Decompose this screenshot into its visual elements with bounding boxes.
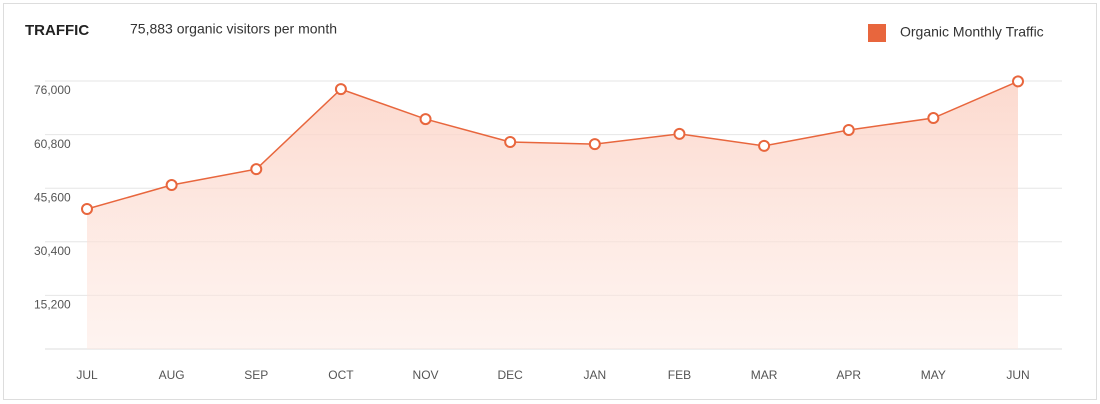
point	[758, 139, 771, 152]
point	[419, 113, 432, 126]
y-tick-label: 60,800	[34, 137, 71, 151]
x-tick-label: MAR	[751, 368, 778, 382]
x-tick-label: SEP	[244, 368, 268, 382]
x-tick-label: APR	[836, 368, 861, 382]
point	[1012, 75, 1024, 88]
x-tick-label: DEC	[498, 368, 524, 382]
point	[673, 127, 686, 140]
chart-title: TRAFFIC	[25, 22, 89, 39]
x-tick-label: JUN	[1006, 368, 1029, 382]
x-tick-label: AUG	[159, 368, 185, 382]
point	[842, 124, 855, 137]
point	[165, 179, 178, 192]
x-tick-label: JAN	[583, 368, 606, 382]
point	[334, 83, 347, 96]
y-tick-label: 76,000	[34, 83, 71, 97]
point	[504, 136, 517, 149]
area	[87, 81, 1018, 349]
legend-label: Organic Monthly Traffic	[900, 24, 1044, 40]
y-tick-label: 15,200	[34, 298, 71, 312]
y-tick-label: 30,400	[34, 244, 71, 258]
y-tick-label: 45,600	[34, 190, 71, 204]
x-tick-label: MAY	[921, 368, 946, 382]
x-tick-label: FEB	[668, 368, 691, 382]
legend: Organic Monthly Traffic	[868, 24, 1044, 42]
chart-subtitle: 75,883 organic visitors per month	[130, 21, 337, 37]
point	[927, 112, 940, 125]
x-tick-label: JUL	[76, 368, 98, 382]
x-tick-label: NOV	[413, 368, 439, 382]
point	[588, 138, 601, 151]
line	[86, 80, 1019, 210]
point	[81, 203, 93, 216]
legend-swatch	[868, 24, 886, 42]
point	[250, 163, 263, 176]
x-tick-label: OCT	[328, 368, 354, 382]
